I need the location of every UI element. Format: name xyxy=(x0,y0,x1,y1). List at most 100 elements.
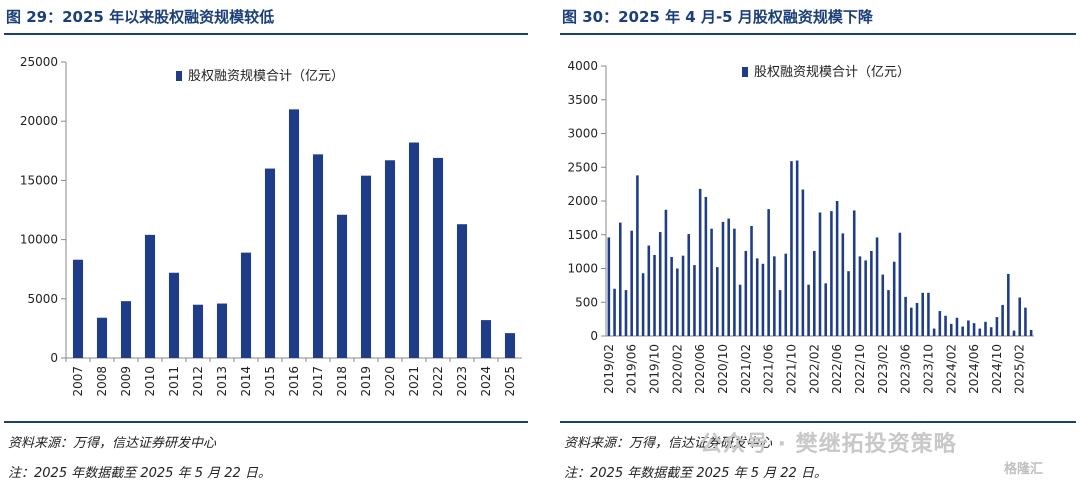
bar xyxy=(904,296,907,336)
bar xyxy=(698,188,702,336)
bar xyxy=(841,233,845,336)
source-note: 资料来源：万得，信达证券研发中心 xyxy=(8,436,217,451)
bar xyxy=(288,109,300,358)
bar xyxy=(972,323,976,336)
bar xyxy=(921,292,925,336)
x-tick-label: 2022/10 xyxy=(853,344,867,394)
bar xyxy=(961,326,964,336)
x-tick-label: 2022/02 xyxy=(807,344,821,394)
bar xyxy=(801,189,805,336)
bar xyxy=(240,252,252,358)
x-tick-label: 2020 xyxy=(383,366,397,397)
y-tick-label: 500 xyxy=(575,295,598,309)
x-tick-label: 2019/02 xyxy=(602,344,616,394)
bar xyxy=(910,307,913,336)
bar xyxy=(432,157,444,358)
bar xyxy=(456,224,468,358)
bar xyxy=(744,250,748,336)
y-tick-label: 2000 xyxy=(567,194,598,208)
bar xyxy=(144,234,156,358)
bar xyxy=(824,283,827,336)
bar xyxy=(641,273,645,336)
bar xyxy=(1024,307,1027,336)
bar xyxy=(927,292,930,336)
legend-swatch xyxy=(742,67,748,77)
bar xyxy=(192,304,204,358)
y-tick-label: 15000 xyxy=(20,173,58,187)
bar xyxy=(670,257,673,336)
bar xyxy=(408,142,420,358)
bar xyxy=(624,290,628,336)
bar xyxy=(647,245,651,336)
bar xyxy=(636,175,639,336)
bar xyxy=(967,320,970,336)
bar xyxy=(875,237,879,336)
bar xyxy=(858,256,862,336)
bar xyxy=(1007,273,1010,336)
x-tick-label: 2020/10 xyxy=(716,344,730,394)
bar xyxy=(949,323,953,336)
x-tick-label: 2023 xyxy=(455,366,469,397)
bar xyxy=(168,272,180,358)
bar xyxy=(807,284,810,336)
bar xyxy=(618,222,622,336)
x-tick-label: 2023/06 xyxy=(899,344,913,394)
bar xyxy=(715,267,719,336)
x-tick-label: 2019/06 xyxy=(625,344,639,394)
bar xyxy=(630,230,633,336)
y-tick-label: 25000 xyxy=(20,55,58,69)
bar xyxy=(738,284,742,336)
x-tick-label: 2012 xyxy=(191,366,205,397)
bar xyxy=(727,218,730,336)
x-tick-label: 2024/10 xyxy=(990,344,1004,394)
bottom-rule xyxy=(4,421,528,423)
bar xyxy=(984,321,987,336)
x-tick-label: 2008 xyxy=(95,366,109,397)
bar xyxy=(898,232,902,336)
y-tick-label: 3500 xyxy=(567,93,598,107)
bar xyxy=(773,256,776,336)
y-tick-label: 0 xyxy=(590,329,598,343)
left-figure: 图 29：2025 年以来股权融资规模较低 0 5000 10000 15000 200… xyxy=(0,0,528,487)
x-tick-label: 2009 xyxy=(119,366,133,397)
bar xyxy=(944,315,947,336)
bar xyxy=(1029,329,1033,336)
bar xyxy=(887,290,890,336)
bar xyxy=(892,261,896,336)
monthly-equity-financing-chart: 0 500 1000 1500 2000 2500 3000 3500 4000 2019/02 2… xyxy=(567,59,1034,394)
annual-equity-financing-chart: 0 5000 10000 15000 20000 25000 2007 2008 2009 201… xyxy=(20,55,522,397)
bar xyxy=(733,228,736,336)
bar xyxy=(1018,297,1022,336)
title-rule xyxy=(560,33,1076,35)
x-tick-label: 2010 xyxy=(143,366,157,397)
bar xyxy=(881,274,885,336)
x-tick-label: 2017 xyxy=(311,366,325,397)
bar xyxy=(955,317,959,336)
bar xyxy=(915,302,919,336)
bar xyxy=(96,317,108,358)
x-tick-label: 2022/06 xyxy=(830,344,844,394)
x-tick-label: 2022 xyxy=(431,366,445,397)
x-tick-label: 2024/02 xyxy=(944,344,958,394)
x-tick-label: 2014 xyxy=(239,366,253,397)
data-note: 注：2025 年数据截至 2025 年 5 月 22 日。 xyxy=(8,466,271,481)
bar xyxy=(932,328,936,336)
bar xyxy=(687,234,691,336)
bar xyxy=(480,320,492,358)
x-tick-label: 2021/06 xyxy=(762,344,776,394)
bar xyxy=(852,210,856,336)
bar xyxy=(750,225,753,336)
bar xyxy=(795,160,799,336)
x-tick-label: 2011 xyxy=(167,366,181,397)
x-tick-label: 2016 xyxy=(287,366,301,397)
x-tick-label: 2021 xyxy=(407,366,421,397)
x-tick-label: 2013 xyxy=(215,366,229,397)
bar xyxy=(681,255,685,336)
right-figure: 图 30：2025 年 4 月-5 月股权融资规模下降 0 500 1000 1500… xyxy=(556,0,1076,487)
y-tick-label: 10000 xyxy=(20,233,58,247)
bar xyxy=(767,209,770,336)
y-tick-label: 1500 xyxy=(567,228,598,242)
bar xyxy=(784,253,788,336)
title-rule xyxy=(4,33,528,35)
bar xyxy=(607,237,611,336)
